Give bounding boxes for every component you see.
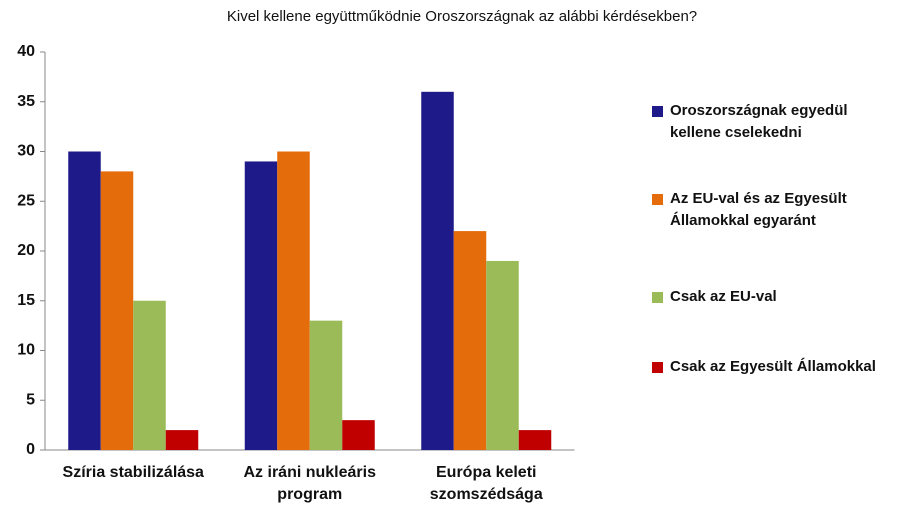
bar [342,420,375,450]
legend-entry: Csak az Egyesült Államokkal [652,356,902,378]
bar [486,260,519,450]
y-tick-label: 10 [17,342,35,359]
y-tick-label: 5 [26,391,35,408]
bar [518,430,552,450]
x-tick-label: Európa keleti szomszédsága [429,464,543,503]
legend-swatch [652,292,663,303]
bar [165,430,199,450]
legend-swatch [652,194,663,205]
y-tick-label: 15 [17,292,35,309]
legend-label: Csak az EU-val [670,288,777,305]
legend-entry: Oroszországnak egyedül kellene cselekedn… [652,100,902,144]
legend-label: Csak az Egyesült Államokkal [670,358,876,375]
bar [309,320,343,450]
chart-title: Kivel kellene együttműködnie Oroszország… [226,8,698,25]
y-tick-label: 25 [17,192,35,209]
x-tick-label: Szíria stabilizálása [62,464,204,481]
legend-label: Oroszországnak egyedül kellene cselekedn… [670,102,848,141]
bar [277,151,310,450]
bar [133,300,166,450]
y-tick-label: 40 [17,43,35,60]
y-tick-label: 30 [17,143,35,160]
legend-swatch [652,362,663,373]
legend-entry: Csak az EU-val [652,286,902,308]
bar [100,171,134,450]
x-tick-label: Az iráni nukleáris program [243,464,377,503]
y-tick-label: 35 [17,93,35,110]
bar [244,161,278,450]
bar [421,91,454,451]
y-tick-label: 20 [17,242,35,259]
legend-swatch [652,106,663,117]
bar [453,231,487,450]
legend-label: Az EU-val és az Egyesült Államokkal egya… [670,190,847,229]
bar [68,151,101,450]
legend-entry: Az EU-val és az Egyesült Államokkal egya… [652,188,902,232]
y-tick-label: 0 [26,441,35,458]
